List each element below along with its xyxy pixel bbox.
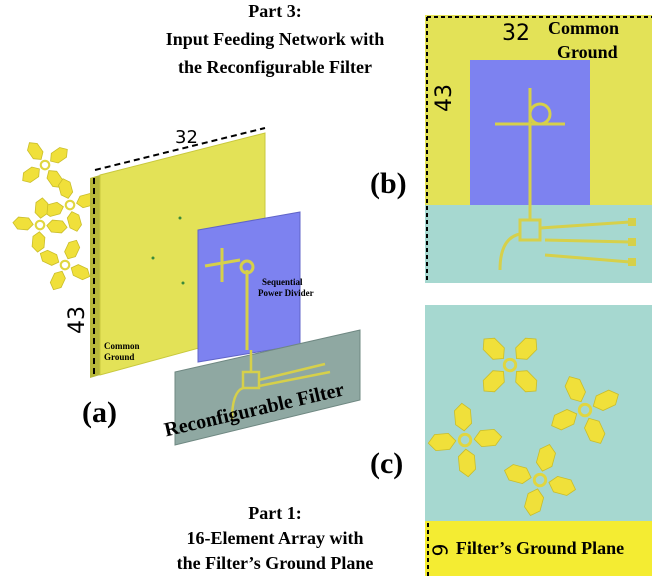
caption-line: the Filter’s Ground Plane [177,553,374,573]
width-label: 32 [175,127,198,148]
filter-layer [425,205,652,283]
patch [51,148,68,164]
patch [65,240,80,258]
patch [59,179,73,199]
board-edge [90,175,100,378]
ground-label: Common [548,18,619,38]
patch [35,198,48,218]
via [179,217,182,220]
title-line: Input Feeding Network with [166,29,385,49]
panel-label: (b) [370,167,407,200]
feed-ring [41,161,50,170]
feed-ring [61,261,70,270]
height-label: 43 [432,84,457,112]
panel-label: (a) [82,396,117,429]
width-label: 32 [502,21,530,46]
patch [47,220,67,233]
antenna-array-a [13,143,96,290]
patch [71,265,90,280]
patch [32,232,45,252]
height-label: 43 [65,306,90,334]
divider-label: Power Divider [258,288,314,298]
patch [28,143,44,160]
patch [67,212,81,232]
caption-line: Part 1: [248,503,301,523]
pads-b [628,218,636,266]
caption-line: 16-Element Array with [187,528,364,548]
panel-label: (c) [370,447,403,480]
divider-label: Sequential [262,277,303,287]
title-line: the Reconfigurable Filter [178,57,372,77]
patch [40,250,59,265]
via [152,257,155,260]
ground-label: Ground [104,352,134,362]
patch [13,217,33,230]
patch [23,167,40,183]
height-label: 9 [429,544,453,557]
feed-ring [36,221,45,230]
ground-label: Common [104,341,140,351]
ground-label: Ground [557,42,618,62]
patch [50,271,65,290]
feed-ring [66,201,75,210]
title-line: Part 3: [248,1,301,21]
figure: 32 43 Common Ground Sequential Power Div… [0,0,658,576]
plane-label: Filter’s Ground Plane [456,538,624,558]
via [182,282,185,285]
